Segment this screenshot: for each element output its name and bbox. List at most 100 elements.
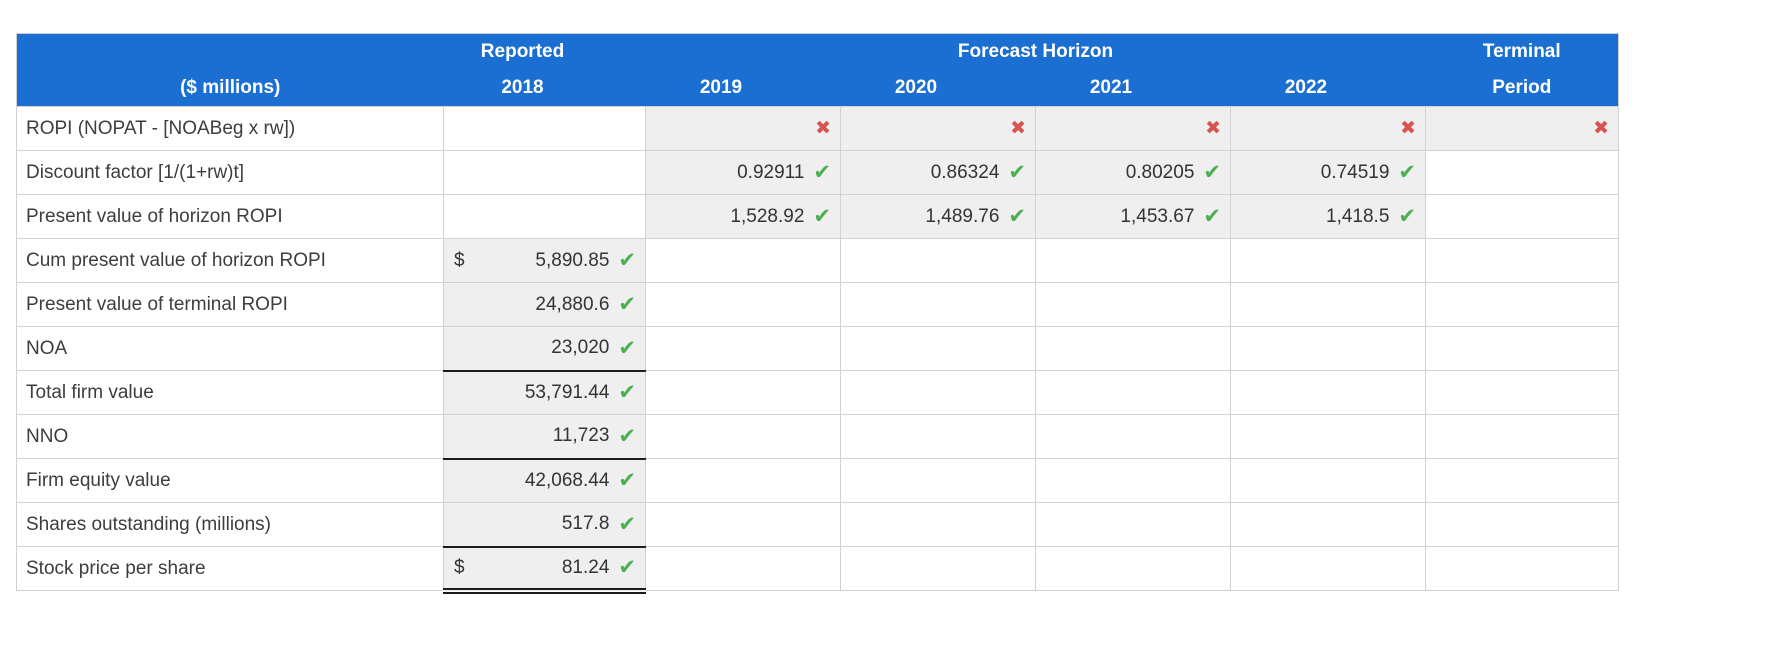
answer-cell-2018[interactable]: 11,723 ✔ [443, 414, 646, 460]
answer-cell-2020[interactable]: ✖ [840, 106, 1036, 151]
answer-cell-2018[interactable]: $5,890.85 ✔ [443, 238, 646, 283]
header-year-2018: 2018 [443, 69, 646, 107]
correct-check-icon: ✔ [618, 249, 636, 272]
cell-2019 [645, 546, 841, 591]
table-row-nno: NNO 11,723 ✔ [16, 414, 1620, 460]
answer-cell-2018[interactable]: $81.24 ✔ [443, 546, 646, 594]
row-label: Firm equity value [16, 458, 444, 503]
row-label: Shares outstanding (millions) [16, 502, 444, 547]
answer-cell-2019[interactable]: 0.92911 ✔ [645, 150, 841, 195]
header-forecast-horizon: Forecast Horizon [645, 33, 1426, 70]
cell-2021 [1035, 414, 1231, 459]
header-empty-cell [16, 33, 444, 70]
table-row-pv-horizon: Present value of horizon ROPI 1,528.92 ✔ … [16, 194, 1620, 239]
cell-2019 [645, 326, 841, 371]
row-label: Present value of terminal ROPI [16, 282, 444, 327]
answer-cell-2019[interactable]: 1,528.92 ✔ [645, 194, 841, 239]
table-header: Reported Forecast Horizon Terminal ($ mi… [16, 33, 1619, 107]
header-year-row: ($ millions) 2018 2019 2020 2021 2022 Pe… [16, 69, 1619, 107]
cell-2020 [840, 282, 1036, 327]
answer-cell-2018[interactable]: 42,068.44 ✔ [443, 458, 646, 503]
answer-cell-2018[interactable]: 23,020 ✔ [443, 326, 646, 372]
answer-cell-2020[interactable]: 1,489.76 ✔ [840, 194, 1036, 239]
correct-check-icon: ✔ [813, 161, 831, 184]
answer-cell-2022[interactable]: ✖ [1229, 106, 1427, 151]
table-row-cum-pv: Cum present value of horizon ROPI $5,890… [16, 238, 1620, 283]
cell-2019 [645, 458, 841, 503]
correct-check-icon: ✔ [618, 469, 636, 493]
incorrect-x-icon: ✖ [815, 118, 831, 139]
cell-terminal [1425, 414, 1620, 459]
incorrect-x-icon: ✖ [1400, 118, 1417, 139]
cell-2020 [840, 414, 1036, 459]
table-row-total-firm-value: Total firm value 53,791.44 ✔ [16, 370, 1620, 415]
cell-2018 [443, 106, 646, 151]
header-reported: Reported [443, 33, 646, 70]
cell-2021 [1035, 370, 1231, 415]
correct-check-icon: ✔ [618, 512, 636, 536]
correct-check-icon: ✔ [813, 205, 831, 228]
row-label: NOA [16, 326, 444, 371]
cell-2021 [1035, 238, 1231, 283]
correct-check-icon: ✔ [1203, 205, 1221, 228]
correct-check-icon: ✔ [618, 336, 636, 360]
table-row-firm-equity-value: Firm equity value 42,068.44 ✔ [16, 458, 1620, 503]
cell-2020 [840, 458, 1036, 503]
table-row-stock-price: Stock price per share $81.24 ✔ [16, 546, 1620, 594]
answer-cell-2021[interactable]: ✖ [1035, 106, 1231, 151]
correct-check-icon: ✔ [1008, 161, 1026, 184]
answer-cell-2018[interactable]: 53,791.44 ✔ [443, 370, 646, 415]
correct-check-icon: ✔ [618, 556, 636, 579]
row-label: NNO [16, 414, 444, 459]
answer-cell-2018[interactable]: 24,880.6 ✔ [443, 282, 646, 327]
cell-terminal [1425, 546, 1620, 591]
row-label: Stock price per share [16, 546, 444, 591]
answer-cell-2018[interactable]: 517.8 ✔ [443, 502, 646, 548]
row-label: Cum present value of horizon ROPI [16, 238, 444, 283]
answer-cell-2019[interactable]: ✖ [645, 106, 841, 151]
correct-check-icon: ✔ [618, 424, 636, 448]
answer-cell-2021[interactable]: 1,453.67 ✔ [1035, 194, 1231, 239]
row-label: Discount factor [1/(1+rw)t] [16, 150, 444, 195]
header-terminal: Terminal [1425, 33, 1619, 70]
correct-check-icon: ✔ [1398, 161, 1417, 184]
cell-2020 [840, 326, 1036, 371]
cell-2022 [1229, 502, 1427, 547]
header-year-2019: 2019 [645, 69, 841, 107]
cell-2019 [645, 238, 841, 283]
currency-symbol: $ [454, 556, 465, 578]
header-millions-label: ($ millions) [16, 69, 444, 107]
header-terminal-period: Period [1425, 69, 1619, 107]
cell-2021 [1035, 458, 1231, 503]
answer-cell-terminal[interactable]: ✖ [1425, 106, 1620, 151]
cell-2019 [645, 370, 841, 415]
cell-2022 [1229, 326, 1427, 371]
answer-cell-2022[interactable]: 0.74519 ✔ [1229, 150, 1427, 195]
cell-terminal [1425, 282, 1620, 327]
cell-2022 [1229, 414, 1427, 459]
table-row-discount-factor: Discount factor [1/(1+rw)t] 0.92911 ✔ 0.8… [16, 150, 1620, 195]
header-year-2021: 2021 [1035, 69, 1231, 107]
cell-2022 [1229, 370, 1427, 415]
header-title-row: Reported Forecast Horizon Terminal [16, 33, 1619, 70]
incorrect-x-icon: ✖ [1205, 118, 1221, 139]
cell-terminal [1425, 150, 1620, 195]
incorrect-x-icon: ✖ [1010, 118, 1026, 139]
cell-terminal [1425, 458, 1620, 503]
table-row-ropi: ROPI (NOPAT - [NOABeg x rw]) ✖ ✖ ✖ ✖ ✖ [16, 106, 1620, 151]
cell-2021 [1035, 326, 1231, 371]
cell-2020 [840, 546, 1036, 591]
row-label: Present value of horizon ROPI [16, 194, 444, 239]
cell-terminal [1425, 370, 1620, 415]
cell-terminal [1425, 194, 1620, 239]
cell-2019 [645, 414, 841, 459]
cell-2020 [840, 238, 1036, 283]
cell-2022 [1229, 282, 1427, 327]
answer-cell-2021[interactable]: 0.80205 ✔ [1035, 150, 1231, 195]
header-year-2022: 2022 [1230, 69, 1426, 107]
cell-2018 [443, 150, 646, 195]
cell-2021 [1035, 502, 1231, 547]
answer-cell-2022[interactable]: 1,418.5 ✔ [1229, 194, 1427, 239]
answer-cell-2020[interactable]: 0.86324 ✔ [840, 150, 1036, 195]
table-row-pv-terminal: Present value of terminal ROPI 24,880.6 ✔ [16, 282, 1620, 327]
